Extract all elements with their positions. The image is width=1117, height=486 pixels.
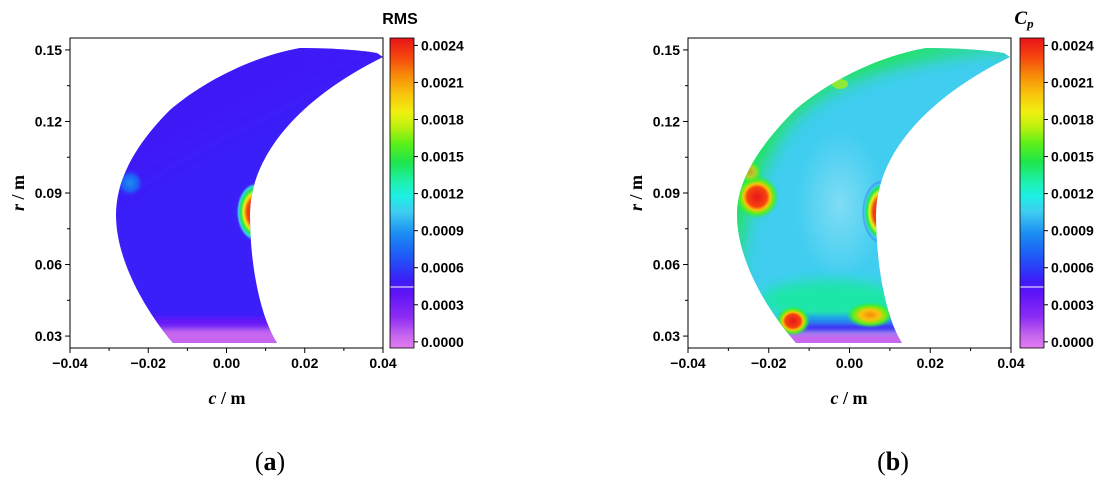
- field-b-warm-ss: [738, 160, 762, 184]
- cbtick-label-b-8: 0.0000: [1051, 334, 1094, 350]
- ytick-label-a-0: 0.03: [35, 328, 62, 344]
- panel-label-b-open: (: [877, 447, 886, 476]
- cbtick-label-a-6: 0.0006: [421, 260, 464, 276]
- ticks-b: −0.04 −0.02 0.00 0.02 0.04 0.03 0.06 0.09 0.12 0.…: [653, 42, 1025, 371]
- panel-label-a: (a): [255, 447, 285, 476]
- xtick-label-a-1: −0.02: [131, 355, 167, 371]
- field-b-hub-band-2: [780, 324, 920, 332]
- ylabel-a-var: r: [8, 203, 28, 211]
- field-a-hub-band-2: [150, 328, 290, 343]
- colorbar-b-title-main: C: [1014, 8, 1027, 29]
- cbtick-label-b-4: 0.0012: [1051, 186, 1094, 202]
- field-a: [116, 48, 383, 343]
- xlabel-b-unit: / m: [839, 388, 868, 408]
- ytick-label-a-1: 0.06: [35, 257, 62, 273]
- cbtick-label-b-6: 0.0006: [1051, 260, 1094, 276]
- colorbar-b-title-sub: p: [1026, 16, 1034, 31]
- colorbar-b-title: Cp: [1014, 8, 1034, 31]
- cbtick-label-a-1: 0.0021: [421, 74, 464, 90]
- cbtick-label-b-7: 0.0003: [1051, 297, 1094, 313]
- ytick-label-a-3: 0.12: [35, 113, 62, 129]
- xtick-label-a-4: 0.04: [369, 355, 396, 371]
- field-b-light-region: [795, 130, 885, 280]
- cbtick-label-a-5: 0.0009: [421, 223, 464, 239]
- field-a-hotspot: [236, 182, 276, 242]
- ylabel-b-var: r: [626, 203, 646, 211]
- panel-label-b: (b): [877, 447, 909, 476]
- xtick-label-b-4: 0.04: [997, 355, 1024, 371]
- xtick-label-a-2: 0.00: [213, 355, 240, 371]
- colorbar-b-ticks: 0.0024 0.0021 0.0018 0.0015 0.0012 0.0009 0.00…: [1044, 37, 1094, 350]
- ytick-label-b-2: 0.09: [653, 185, 680, 201]
- panel-b: −0.04 −0.02 0.00 0.02 0.04 0.03 0.06 0.09 0.12 0.…: [626, 8, 1094, 476]
- xlabel-a-var: c: [209, 388, 217, 408]
- panel-a: −0.04 −0.02 0.00 0.02 0.04 0.03 0.06 0.09 0.12 0.…: [8, 11, 464, 476]
- cbtick-label-a-7: 0.0003: [421, 297, 464, 313]
- ytick-label-b-4: 0.15: [653, 42, 680, 58]
- field-b-warm-hub: [846, 302, 894, 328]
- ticks-a: −0.04 −0.02 0.00 0.02 0.04 0.03 0.06 0.09 0.12 0.…: [35, 42, 397, 371]
- ylabel-b-unit: / m: [626, 175, 646, 204]
- field-b-hotspot-hub: [776, 306, 810, 336]
- field-b-hotspot-ps: [862, 180, 902, 244]
- xtick-label-b-3: 0.02: [917, 355, 944, 371]
- field-a-bump: [116, 169, 144, 197]
- field-b-small-spot: [832, 79, 848, 89]
- xtick-label-b-2: 0.00: [836, 355, 863, 371]
- ylabel-b: r / m: [626, 175, 646, 211]
- panel-label-b-letter: b: [886, 447, 900, 476]
- xtick-label-a-0: −0.04: [52, 355, 88, 371]
- xtick-label-b-1: −0.02: [751, 355, 787, 371]
- cbtick-label-b-2: 0.0018: [1051, 112, 1094, 128]
- cbtick-label-b-1: 0.0021: [1051, 74, 1094, 90]
- ytick-label-b-1: 0.06: [653, 257, 680, 273]
- cbtick-label-b-3: 0.0015: [1051, 149, 1094, 165]
- cbtick-label-b-5: 0.0009: [1051, 223, 1094, 239]
- field-b: [737, 48, 1010, 343]
- field-a-hub-band-1: [150, 318, 290, 328]
- panel-label-a-letter: a: [264, 447, 277, 476]
- ylabel-a-unit: / m: [8, 175, 28, 204]
- ytick-label-a-2: 0.09: [35, 185, 62, 201]
- ytick-label-b-0: 0.03: [653, 328, 680, 344]
- colorbar-b-frame: [1019, 37, 1045, 349]
- cbtick-label-a-3: 0.0015: [421, 149, 464, 165]
- cbtick-label-a-8: 0.0000: [421, 334, 464, 350]
- ylabel-a: r / m: [8, 175, 28, 211]
- colorbar-b: [1020, 38, 1044, 348]
- xlabel-a-unit: / m: [217, 388, 246, 408]
- colorbar-a-frame: [389, 37, 415, 349]
- panel-label-a-open: (: [255, 447, 264, 476]
- xlabel-b-var: c: [831, 388, 839, 408]
- ytick-label-b-3: 0.12: [653, 113, 680, 129]
- cbtick-label-b-0: 0.0024: [1051, 37, 1094, 53]
- cbtick-label-a-0: 0.0024: [421, 37, 464, 53]
- ytick-label-a-4: 0.15: [35, 42, 62, 58]
- colorbar-a-title: RMS: [382, 11, 418, 28]
- cbtick-label-a-4: 0.0012: [421, 186, 464, 202]
- xlabel-b: c / m: [831, 388, 868, 408]
- panel-label-a-close: ): [277, 447, 286, 476]
- cbtick-label-a-2: 0.0018: [421, 112, 464, 128]
- colorbar-a: [390, 38, 414, 348]
- field-b-hotspot-ss: [737, 175, 779, 219]
- panel-label-b-close: ): [900, 447, 909, 476]
- field-b-hub-band-3: [780, 332, 920, 343]
- xtick-label-b-0: −0.04: [670, 355, 706, 371]
- xtick-label-a-3: 0.02: [291, 355, 318, 371]
- xlabel-a: c / m: [209, 388, 246, 408]
- colorbar-a-ticks: 0.0024 0.0021 0.0018 0.0015 0.0012 0.0009 0.00…: [414, 37, 464, 350]
